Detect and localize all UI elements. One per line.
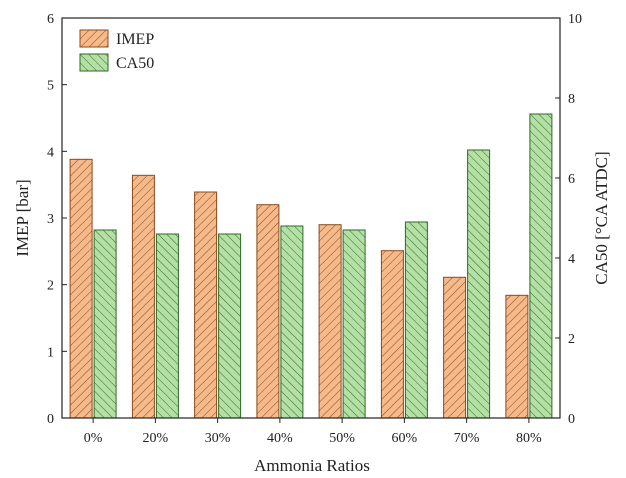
bar-imep-1 — [131, 174, 155, 419]
left-axis-title: IMEP [bar] — [13, 179, 32, 256]
legend-swatch-imep — [79, 29, 109, 48]
right-tick-label: 4 — [568, 252, 575, 267]
x-tick-label: 80% — [516, 431, 542, 446]
legend-label-imep: IMEP — [116, 31, 154, 48]
x-tick-label: 60% — [392, 431, 418, 446]
bars — [69, 113, 553, 419]
left-tick-label: 2 — [47, 279, 54, 294]
bar-imep-2 — [194, 191, 218, 419]
bar-imep-5 — [380, 250, 404, 419]
bar-imep-4 — [318, 224, 342, 419]
left-tick-label: 5 — [47, 79, 54, 94]
bar-imep-3 — [256, 204, 280, 419]
bar-imep-0 — [69, 158, 93, 419]
left-tick-label: 4 — [47, 145, 54, 160]
bar-ca50-1 — [155, 233, 179, 419]
x-axis-title: Ammonia Ratios — [254, 456, 370, 475]
left-tick-label: 0 — [47, 412, 54, 427]
right-tick-label: 0 — [568, 412, 575, 427]
x-tick-label: 20% — [143, 431, 169, 446]
bar-ca50-4 — [342, 229, 366, 419]
bar-ca50-7 — [529, 113, 553, 419]
legend-swatch-ca50 — [79, 53, 109, 72]
right-tick-label: 6 — [568, 172, 575, 187]
right-tick-label: 10 — [568, 12, 582, 27]
x-tick-label: 40% — [267, 431, 293, 446]
x-tick-label: 70% — [454, 431, 480, 446]
x-tick-label: 50% — [329, 431, 355, 446]
left-axis-ticks: 0 1 2 3 4 5 6 — [47, 12, 67, 427]
bar-ca50-5 — [404, 221, 428, 419]
x-axis-ticks: 0% 20% 30% 40% 50% 60% 70% 80% — [84, 418, 542, 446]
legend: IMEP CA50 — [79, 29, 154, 72]
x-tick-label: 30% — [205, 431, 231, 446]
right-axis-title: CA50 [°CA ATDC] — [592, 151, 611, 284]
bar-imep-7 — [505, 294, 529, 419]
x-tick-label: 0% — [84, 431, 103, 446]
bar-ca50-6 — [467, 149, 491, 419]
right-axis-ticks: 0 2 4 6 8 10 — [555, 12, 582, 427]
left-tick-label: 1 — [47, 345, 54, 360]
bar-ca50-3 — [280, 225, 304, 419]
left-tick-label: 3 — [47, 212, 54, 227]
bar-imep-6 — [443, 276, 467, 419]
bar-ca50-0 — [93, 229, 117, 419]
legend-label-ca50: CA50 — [116, 55, 154, 72]
left-tick-label: 6 — [47, 12, 54, 27]
right-tick-label: 8 — [568, 92, 575, 107]
bar-ca50-2 — [218, 233, 242, 419]
right-tick-label: 2 — [568, 332, 575, 347]
